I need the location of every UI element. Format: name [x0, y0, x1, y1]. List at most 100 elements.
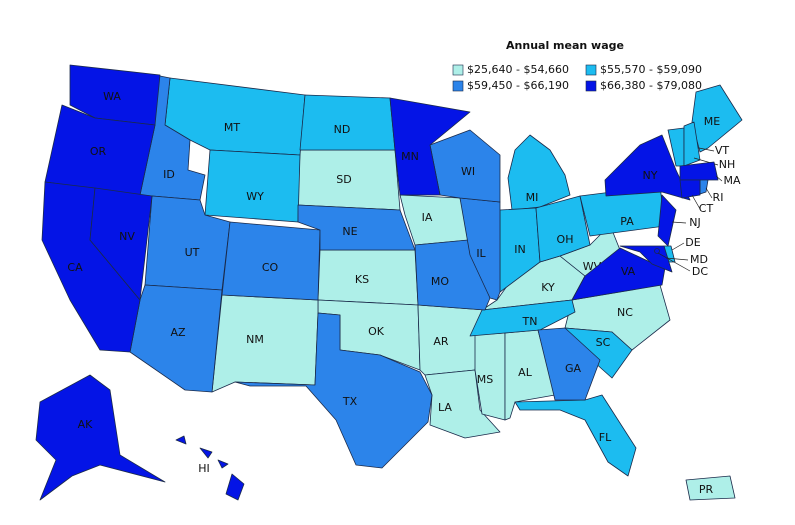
state: SD [297, 149, 401, 211]
state-shape [657, 194, 677, 247]
state-shape [44, 104, 156, 196]
legend: $25,640 - $54,660 $55,570 - $59,090 $59,45… [452, 63, 702, 92]
legend-label: $55,570 - $59,090 [600, 63, 702, 76]
legend-swatch [585, 80, 597, 92]
state-label: MT [224, 121, 240, 134]
state-label: NM [246, 333, 264, 346]
state-label: CT [699, 202, 714, 215]
legend-label: $66,380 - $79,080 [600, 79, 702, 92]
state: NJ [657, 194, 701, 247]
state-shape [535, 195, 591, 263]
state: WA [69, 64, 161, 126]
state-label: IA [422, 211, 433, 224]
state-label: WA [103, 90, 121, 103]
state-label: PA [620, 215, 634, 228]
state-shape [469, 299, 576, 337]
state: MA [679, 161, 741, 187]
legend-swatch [585, 64, 597, 76]
state: ME [691, 84, 743, 153]
state-label: AK [78, 418, 94, 431]
state-label: CA [67, 261, 83, 274]
legend-label: $25,640 - $54,660 [467, 63, 569, 76]
state: CT [679, 179, 714, 215]
legend-swatch [452, 80, 464, 92]
state-label: SD [336, 173, 351, 186]
state-label: MO [431, 275, 449, 288]
state-label: VT [715, 144, 730, 157]
state-label: HI [198, 462, 210, 475]
state-shape [175, 435, 187, 445]
state-label: MI [526, 191, 539, 204]
state: GA [537, 327, 601, 401]
state-label: AL [518, 366, 533, 379]
state: KS [317, 249, 419, 306]
state-label: NE [342, 225, 357, 238]
state: AZ [129, 284, 223, 393]
state-label: LA [438, 401, 452, 414]
state: TX [234, 312, 433, 469]
state-label: MA [723, 174, 740, 187]
state: AR [417, 304, 486, 376]
state-label: NY [643, 169, 658, 182]
state-shape [685, 475, 736, 501]
state-label: SC [596, 336, 611, 349]
state-label: TN [522, 315, 538, 328]
state-label: UT [185, 246, 200, 259]
state-shape [679, 161, 719, 181]
state: WI [429, 129, 501, 203]
state-shape [507, 134, 571, 211]
state: OR [44, 104, 156, 196]
state: HI [175, 435, 245, 501]
leader-line [691, 194, 701, 210]
state-shape [389, 97, 471, 196]
state-label: IN [514, 243, 525, 256]
state-shape [35, 374, 166, 501]
state: MI [507, 134, 571, 211]
state-label: NV [119, 230, 135, 243]
state-label: ND [334, 123, 351, 136]
state-shape [221, 221, 321, 301]
state-label: MN [401, 150, 419, 163]
state: RI [699, 177, 723, 204]
state: ND [299, 94, 396, 151]
state-label: WI [461, 165, 475, 178]
legend-label: $59,450 - $66,190 [467, 79, 569, 92]
leader-line [671, 221, 687, 224]
state-shape [514, 394, 637, 477]
state-shape [217, 459, 229, 469]
leader-line [657, 252, 691, 272]
leader-line [715, 175, 723, 182]
leader-line [705, 187, 713, 199]
state-label: NH [719, 158, 736, 171]
state-label: AR [433, 335, 449, 348]
state-label: KY [541, 281, 555, 294]
state: TN [469, 299, 576, 337]
state: MS [474, 332, 506, 421]
state-label: NJ [689, 216, 700, 229]
state: WY [204, 149, 301, 223]
state: NE [297, 204, 416, 251]
state: PA [579, 185, 666, 237]
state-shape [204, 149, 301, 223]
state-label: MD [690, 253, 708, 266]
legend-swatch [452, 64, 464, 76]
state-label: CO [262, 261, 279, 274]
state-shape [89, 187, 153, 301]
state-label: PR [699, 483, 714, 496]
state-shape [211, 294, 319, 393]
state-shape [537, 327, 601, 401]
state-label: TX [342, 395, 358, 408]
state-label: NC [617, 306, 633, 319]
state: DC [654, 248, 708, 278]
state: VT [667, 127, 730, 167]
state-label: IL [476, 247, 486, 260]
state: NM [211, 294, 319, 393]
state-label: ID [163, 168, 175, 181]
leader-line [665, 257, 689, 261]
state: AK [35, 374, 166, 501]
state: SC [564, 327, 633, 379]
state-label: WY [246, 190, 264, 203]
state-label: OR [90, 145, 107, 158]
state-shape [234, 312, 433, 469]
